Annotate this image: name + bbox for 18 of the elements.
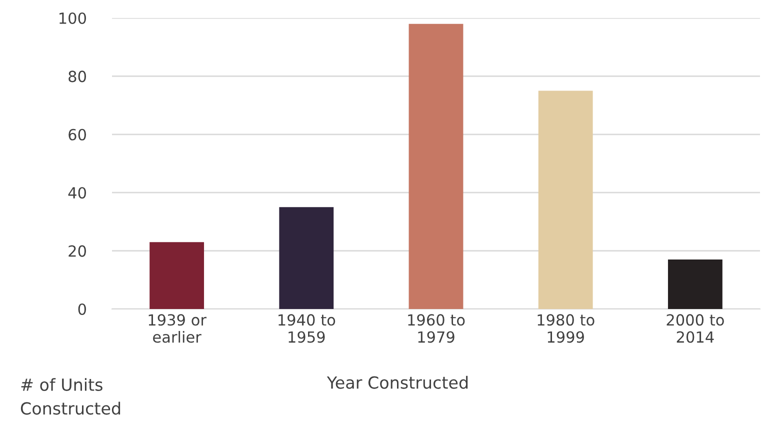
bar xyxy=(408,24,464,309)
y-tick-label: 100 xyxy=(60,12,86,24)
x-tick-label: 1980 to 1999 xyxy=(538,314,594,343)
y-tick-label: 0 xyxy=(78,303,86,316)
y-tick-label: 40 xyxy=(68,187,86,199)
x-tick-label: 1939 or earlier xyxy=(148,314,206,343)
y-tick-label: 80 xyxy=(68,70,86,82)
text: # of Units Constructed xyxy=(20,378,120,415)
bar xyxy=(150,242,204,309)
x-tick-label: 1960 to 1979 xyxy=(408,314,465,343)
bar xyxy=(538,90,593,309)
x-tick-label: 2000 to 2014 xyxy=(666,314,724,343)
y-tick-label: 20 xyxy=(68,245,86,257)
x-axis-title: Year Constructed xyxy=(326,376,468,389)
y-tick-label: 60 xyxy=(68,128,86,140)
bar xyxy=(668,260,722,309)
bar xyxy=(279,207,334,309)
x-tick-label: 1940 to 1959 xyxy=(278,314,336,343)
